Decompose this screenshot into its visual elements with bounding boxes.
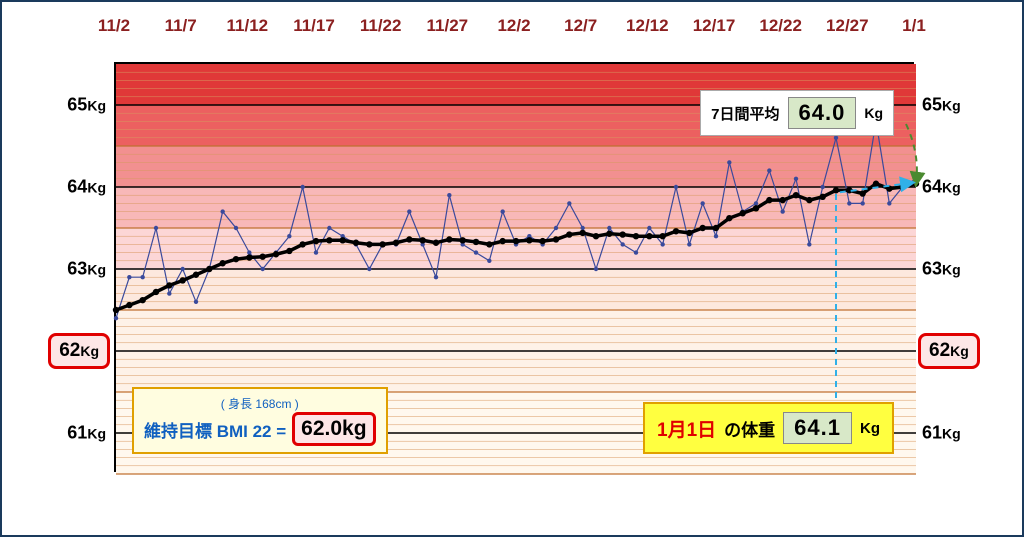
x-tick-label: 11/7 bbox=[165, 16, 197, 36]
y-tick-label: 63Kg bbox=[67, 259, 106, 280]
avg-unit: Kg bbox=[864, 105, 883, 121]
x-axis-labels: 11/2 11/7 11/12 11/17 11/22 11/27 12/2 12/7 12/1… bbox=[2, 16, 1022, 40]
x-tick-label: 11/12 bbox=[227, 16, 269, 36]
y-tick-label: 65Kg bbox=[922, 95, 961, 116]
plot-area: 65Kg64Kg63Kg61Kg 65Kg64Kg63Kg61Kg 62Kg 6… bbox=[114, 62, 914, 472]
x-tick-label: 12/22 bbox=[759, 16, 802, 36]
x-tick-label: 12/7 bbox=[564, 16, 597, 36]
x-tick-label: 11/17 bbox=[293, 16, 335, 36]
weight-value: 64.1 bbox=[783, 412, 852, 444]
bmi-height-note: ( 身長 168cm ) bbox=[144, 395, 376, 412]
x-tick-label: 1/1 bbox=[902, 16, 926, 36]
y-highlight-62-left: 62Kg bbox=[48, 333, 110, 369]
y-highlight-62-right: 62Kg bbox=[918, 333, 980, 369]
y-tick-label: 61Kg bbox=[922, 423, 961, 444]
y-tick-label: 64Kg bbox=[67, 177, 106, 198]
x-tick-label: 11/27 bbox=[427, 16, 469, 36]
avg-value: 64.0 bbox=[788, 97, 857, 129]
y-tick-label: 63Kg bbox=[922, 259, 961, 280]
x-tick-label: 12/27 bbox=[826, 16, 869, 36]
bmi-box: ( 身長 168cm ) 維持目標 BMI 22 = 62.0kg bbox=[132, 387, 388, 454]
weight-unit: Kg bbox=[860, 420, 880, 437]
avg-label: 7日間平均 bbox=[711, 103, 779, 124]
x-tick-label: 12/12 bbox=[626, 16, 669, 36]
weight-label: の体重 bbox=[724, 416, 775, 441]
x-tick-label: 11/22 bbox=[360, 16, 402, 36]
bmi-value: 62.0kg bbox=[292, 412, 375, 446]
bmi-prefix: 維持目標 BMI 22 = bbox=[144, 417, 286, 442]
chart-frame: 11/2 11/7 11/12 11/17 11/22 11/27 12/2 12/7 12/1… bbox=[0, 0, 1024, 537]
avg-box: 7日間平均 64.0 Kg bbox=[700, 90, 894, 136]
x-tick-label: 12/2 bbox=[497, 16, 530, 36]
x-tick-label: 11/2 bbox=[98, 16, 130, 36]
y-tick-label: 65Kg bbox=[67, 95, 106, 116]
x-tick-label: 12/17 bbox=[693, 16, 736, 36]
y-tick-label: 61Kg bbox=[67, 423, 106, 444]
weight-date: 1月1日 bbox=[657, 415, 716, 442]
weight-box: 1月1日 の体重 64.1 Kg bbox=[643, 402, 894, 454]
y-tick-label: 64Kg bbox=[922, 177, 961, 198]
